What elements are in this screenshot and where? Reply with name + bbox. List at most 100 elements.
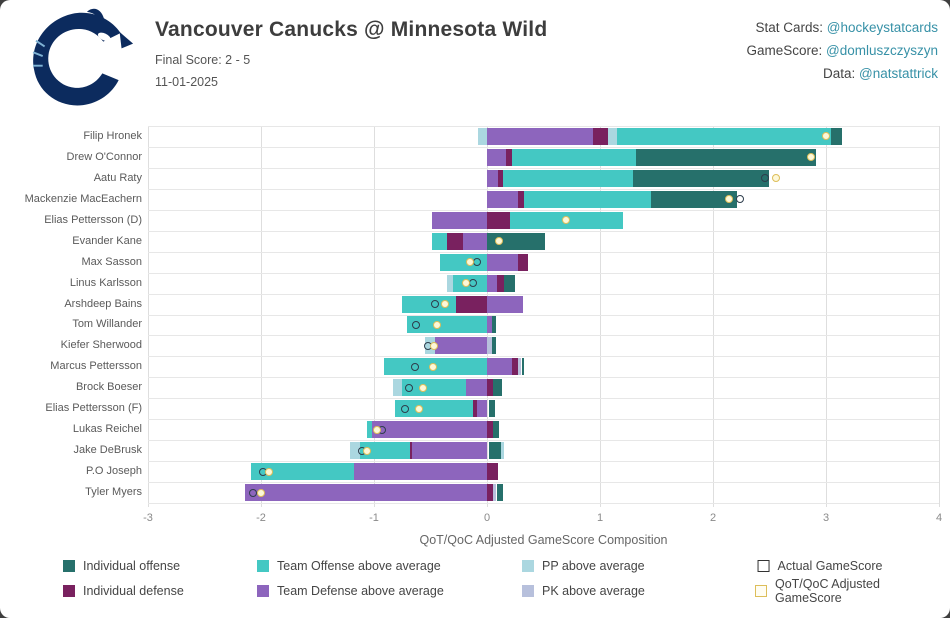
- bar-segment-team_def: [487, 274, 498, 292]
- bar-segment-ind_off: [487, 232, 545, 250]
- row-separator: [148, 272, 939, 274]
- player-label: P.O Joseph: [85, 465, 142, 478]
- handle-domluszczyszyn[interactable]: @domluszczyszyn: [826, 43, 938, 58]
- bar-segment-team_def: [463, 232, 487, 250]
- bar-segment-ind_def: [487, 379, 493, 397]
- bar-segment-team_off: [511, 148, 637, 166]
- bar-segment-pk: [517, 358, 521, 376]
- actual-gamescore-marker: [469, 279, 478, 288]
- adjusted-gamescore-marker: [429, 341, 438, 350]
- team_def-swatch: [257, 585, 269, 597]
- bar-segment-ind_off: [503, 274, 516, 292]
- canucks-logo: [26, 8, 144, 108]
- adjusted-gamescore-marker: [772, 174, 781, 183]
- bar-segment-team_def: [435, 337, 487, 355]
- handle-natstattrick[interactable]: @natstattrick: [859, 66, 938, 81]
- credits-block: Stat Cards: @hockeystatcards GameScore: …: [746, 16, 938, 85]
- legend-item-team_off: Team Offense above average: [257, 558, 441, 574]
- row-separator: [148, 293, 939, 295]
- actual-gamescore-marker: [736, 195, 745, 204]
- adjusted-gamescore-marker: [807, 153, 816, 162]
- adjusted-gamescore-marker: [461, 279, 470, 288]
- legend-label: Individual offense: [83, 559, 181, 573]
- bar-segment-ind_off: [491, 316, 497, 334]
- bar-segment-pk: [487, 337, 492, 355]
- legend-item-ind_off: Individual offense: [63, 558, 180, 574]
- adjusted-gamescore-marker: [257, 488, 265, 497]
- bar-segment-team_off: [406, 316, 487, 334]
- legend-label: Team Offense above average: [277, 559, 441, 573]
- legend-label: PP above average: [542, 559, 645, 573]
- x-tick-label: 1: [596, 512, 604, 524]
- bar-segment-pp: [447, 274, 454, 292]
- bar-segment-pp: [500, 442, 504, 460]
- player-label: Brock Boeser: [75, 381, 142, 394]
- bar-segment-ind_off: [497, 484, 503, 502]
- adjusted-gamescore-marker: [495, 237, 504, 246]
- row-separator: [148, 314, 939, 316]
- bar-segment-ind_def: [487, 463, 499, 481]
- bar-segment-team_off: [524, 190, 651, 208]
- player-label: Elias Pettersson (D): [44, 213, 142, 226]
- gridline-x-3: [826, 126, 827, 507]
- bar-segment-ind_def: [473, 400, 477, 418]
- adjusted-gamescore-marker: [363, 446, 372, 455]
- bar-segment-ind_def: [517, 253, 528, 271]
- bar-segment-ind_off: [830, 127, 842, 145]
- bar-segment-pp: [350, 442, 361, 460]
- player-label: Lukas Reichel: [72, 423, 142, 436]
- gridline-x--2: [261, 126, 262, 507]
- row-separator: [148, 503, 939, 504]
- bar-segment-team_off: [367, 421, 372, 439]
- row-separator: [148, 209, 939, 211]
- bar-segment-team_def: [476, 400, 487, 418]
- bar-segment-team_off: [250, 463, 354, 481]
- player-label: Tom Willander: [72, 318, 142, 331]
- bar-segment-pk: [492, 484, 497, 502]
- bar-segment-team_def: [353, 463, 487, 481]
- gridline-x-1: [600, 126, 601, 507]
- player-label: Max Sasson: [81, 255, 142, 268]
- row-separator: [148, 230, 939, 232]
- bar-segment-ind_def: [593, 127, 608, 145]
- bar-segment-ind_off: [636, 148, 816, 166]
- adjusted-gamescore-marker: [441, 300, 450, 309]
- adjusted-gamescore-marker: [724, 195, 733, 204]
- bar-segment-team_off: [402, 295, 457, 313]
- x-tick-label: -1: [369, 512, 379, 524]
- bar-segment-team_def: [487, 295, 524, 313]
- actual-gamescore-marker: [410, 362, 419, 371]
- credit-gamescore: GameScore: @domluszczyszyn: [746, 43, 938, 58]
- x-axis-title: QoT/QoC Adjusted GameScore Composition: [419, 533, 668, 547]
- ind_def-swatch: [63, 585, 75, 597]
- bar-segment-team_def: [431, 211, 487, 229]
- game-date: 11-01-2025: [155, 75, 219, 89]
- bar-segment-ind_off: [522, 358, 525, 376]
- bar-segment-team_off: [502, 169, 633, 187]
- bar-segment-ind_off: [489, 400, 495, 418]
- bar-segment-ind_off: [489, 442, 501, 460]
- row-separator: [148, 377, 939, 379]
- bar-segment-ind_def: [410, 442, 413, 460]
- actual-gamescore-swatch: [757, 560, 770, 572]
- bar-segment-ind_off: [492, 379, 502, 397]
- adjusted-gamescore-swatch: [755, 585, 767, 597]
- player-label: Arshdeep Bains: [64, 297, 142, 310]
- x-tick-label: 3: [822, 512, 830, 524]
- player-label: Marcus Pettersson: [50, 360, 142, 373]
- bar-segment-ind_off: [492, 421, 500, 439]
- handle-hockeystatcards[interactable]: @hockeystatcards: [826, 20, 938, 35]
- x-tick-label: -3: [143, 512, 153, 524]
- row-separator: [148, 167, 939, 169]
- adjusted-gamescore-marker: [415, 404, 424, 413]
- legend-item-marker_actual: Actual GameScore: [757, 558, 882, 574]
- actual-gamescore-marker: [431, 300, 440, 309]
- pk-swatch: [522, 585, 534, 597]
- row-separator: [148, 398, 939, 400]
- bar-segment-team_def: [487, 127, 594, 145]
- bar-segment-ind_def: [498, 169, 503, 187]
- actual-gamescore-marker: [411, 320, 420, 329]
- adjusted-gamescore-marker: [428, 362, 437, 371]
- pp-swatch: [522, 560, 534, 572]
- row-separator: [148, 356, 939, 358]
